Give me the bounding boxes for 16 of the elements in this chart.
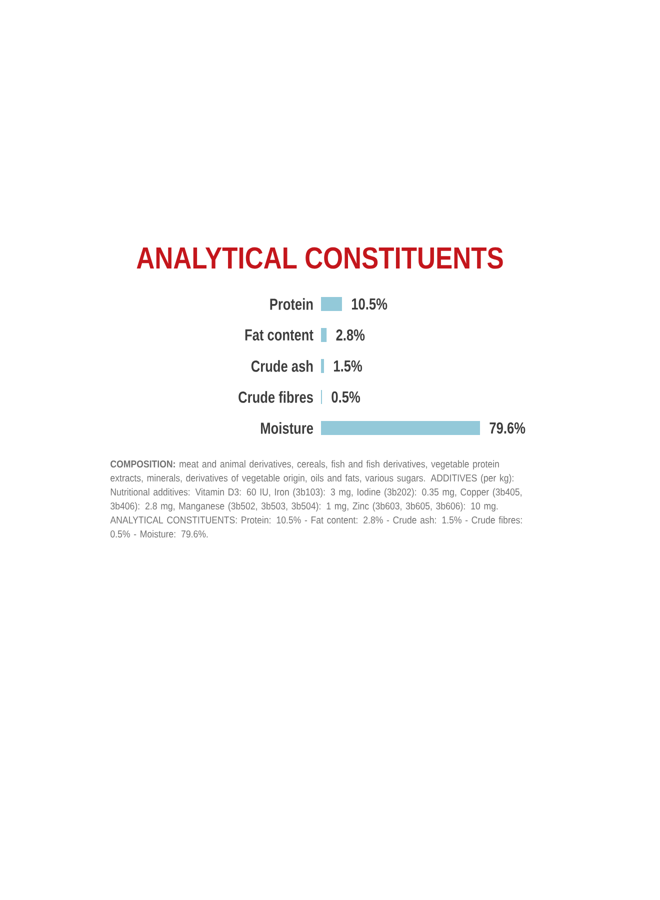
data-label: 2.8% xyxy=(336,329,365,341)
data-label: 0.5% xyxy=(332,391,360,403)
data-label: 79.6% xyxy=(490,422,526,434)
bar xyxy=(321,296,342,311)
y-tick-label: Fat content xyxy=(245,329,314,341)
y-tick-label: Crude ash xyxy=(251,360,313,372)
chart-title: ANALYTICAL CONSTITUENTS xyxy=(136,247,503,269)
data-label: 1.5% xyxy=(334,360,362,372)
data-label: 10.5% xyxy=(352,298,388,310)
y-tick-label: Protein xyxy=(270,298,313,310)
text: COMPOSITION: meat and animal derivatives, cereals, fish and fish derivatives, vegetable protein extracts, minerals, derivatives of vegetable origin, oils and fats, various sugars. ADDITIVES (per kg): Nutritional additives: Vitamin D3: 60 IU, Iron (3b103): 3 mg, Iodine (3b202): 0.35 mg, Copper (3b405, 3b406): 2.8 mg, Manganese (3b502, 3b503, 3b504): 1 mg, Zinc (3b603, 3b605, 3b606): 10 mg. ANALYTICAL CONSTITUENTS: Protein: 10.5% - Fat content: 2.8% - Crude ash: 1.5% - Crude fibres: 0.5% - Moisture: 79.6%. xyxy=(110,460,522,538)
bar xyxy=(321,420,480,435)
y-tick-label: Crude fibres xyxy=(238,391,313,403)
bar xyxy=(321,328,327,342)
y-tick-label: Moisture xyxy=(261,422,314,434)
bar xyxy=(321,358,324,373)
